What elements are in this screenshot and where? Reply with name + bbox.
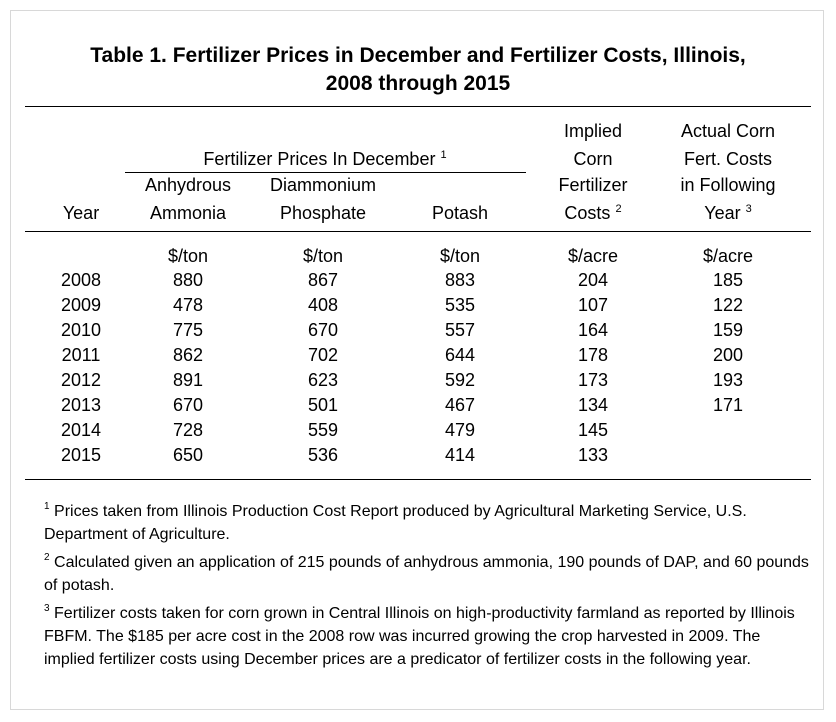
anhydrous-header-l1: Anhydrous — [144, 175, 232, 195]
group-header-rule — [125, 172, 526, 173]
cell-implied: 134 — [577, 395, 609, 415]
unit-implied: $/acre — [567, 246, 619, 266]
cell-year: 2015 — [60, 445, 102, 465]
cell-anhydrous: 478 — [172, 295, 204, 315]
cell-dap: 501 — [307, 395, 339, 415]
cell-implied: 107 — [577, 295, 609, 315]
cell-implied: 178 — [577, 345, 609, 365]
cell-implied: 164 — [577, 320, 609, 340]
cell-potash: 535 — [444, 295, 476, 315]
cell-anhydrous: 891 — [172, 370, 204, 390]
anhydrous-header-l2: Ammonia — [149, 203, 227, 223]
cell-actual: 159 — [712, 320, 744, 340]
cell-anhydrous: 670 — [172, 395, 204, 415]
cell-dap: 623 — [307, 370, 339, 390]
implied-header-l2: Corn — [573, 149, 613, 169]
cell-implied: 145 — [577, 420, 609, 440]
actual-header-l1: Actual Corn — [680, 121, 776, 141]
cell-year: 2011 — [61, 345, 101, 365]
implied-header-l1: Implied — [563, 121, 623, 141]
group-header: Fertilizer Prices In December 1 — [203, 149, 447, 169]
cell-dap: 702 — [307, 345, 339, 365]
cell-actual: 122 — [712, 295, 744, 315]
cell-potash: 467 — [444, 395, 476, 415]
footnote-2: 2 Calculated given an application of 215… — [44, 552, 809, 595]
footnote-3: 3 Fertilizer costs taken for corn grown … — [44, 603, 795, 669]
cell-anhydrous: 650 — [172, 445, 204, 465]
footnote-1: 1 Prices taken from Illinois Production … — [44, 501, 747, 544]
cell-dap: 536 — [307, 445, 339, 465]
cell-actual: 185 — [712, 270, 744, 290]
cell-dap: 408 — [307, 295, 339, 315]
cell-year: 2012 — [60, 370, 102, 390]
cell-potash: 883 — [444, 270, 476, 290]
header-rule — [25, 231, 811, 232]
dap-header-l2: Phosphate — [279, 203, 367, 223]
unit-anhydrous: $/ton — [167, 246, 209, 266]
cell-potash: 557 — [444, 320, 476, 340]
cell-anhydrous: 862 — [172, 345, 204, 365]
cell-potash: 479 — [444, 420, 476, 440]
implied-header-l3: Fertilizer — [558, 175, 628, 195]
unit-actual: $/acre — [702, 246, 754, 266]
unit-dap: $/ton — [302, 246, 344, 266]
cell-year: 2009 — [60, 295, 102, 315]
title-rule — [25, 106, 811, 107]
cell-anhydrous: 880 — [172, 270, 204, 290]
table-title-line2: 2008 through 2015 — [325, 72, 511, 95]
table-title-line1: Table 1. Fertilizer Prices in December a… — [90, 44, 746, 67]
cell-implied: 204 — [577, 270, 609, 290]
cell-anhydrous: 775 — [172, 320, 204, 340]
potash-header: Potash — [431, 203, 489, 223]
body-rule — [25, 479, 811, 480]
cell-implied: 173 — [577, 370, 609, 390]
table-frame — [10, 10, 824, 710]
cell-actual: 171 — [712, 395, 744, 415]
year-header: Year — [62, 203, 100, 223]
cell-dap: 559 — [307, 420, 339, 440]
actual-header-l2: Fert. Costs — [683, 149, 772, 169]
unit-potash: $/ton — [439, 246, 481, 266]
cell-potash: 644 — [444, 345, 476, 365]
cell-implied: 133 — [577, 445, 609, 465]
cell-anhydrous: 728 — [172, 420, 204, 440]
cell-actual: 200 — [712, 345, 744, 365]
dap-header-l1: Diammonium — [269, 175, 377, 195]
cell-year: 2010 — [60, 320, 102, 340]
cell-dap: 867 — [307, 270, 339, 290]
cell-potash: 592 — [444, 370, 476, 390]
implied-header-l4: Costs 2 — [564, 203, 622, 223]
cell-potash: 414 — [444, 445, 476, 465]
cell-dap: 670 — [307, 320, 339, 340]
actual-header-l4: Year 3 — [704, 203, 752, 223]
cell-actual: 193 — [712, 370, 744, 390]
cell-year: 2014 — [60, 420, 102, 440]
cell-year: 2013 — [60, 395, 102, 415]
actual-header-l3: in Following — [680, 175, 776, 195]
cell-year: 2008 — [60, 270, 102, 290]
